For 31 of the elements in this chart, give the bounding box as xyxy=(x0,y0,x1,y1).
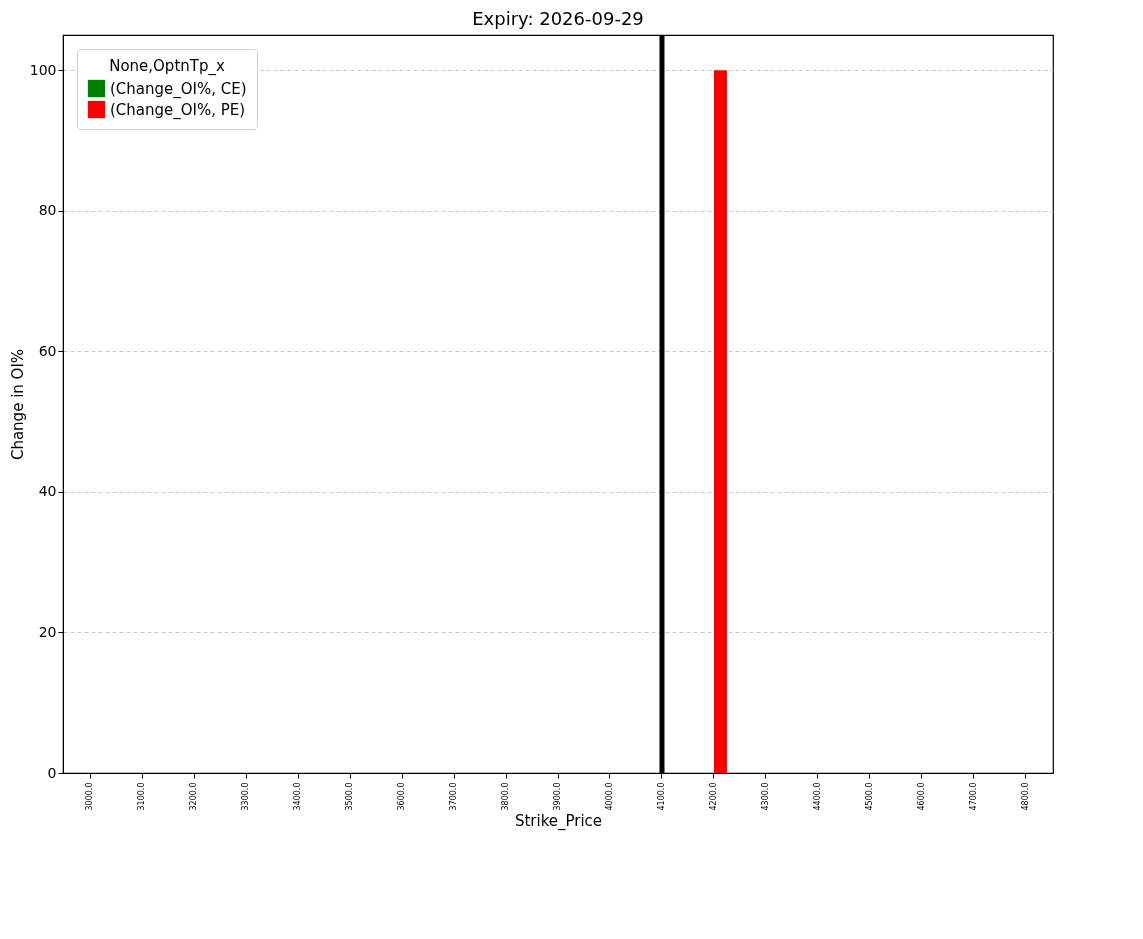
x-tick-label: 3700.0 xyxy=(449,782,459,811)
x-tick-label: 4100.0 xyxy=(656,782,666,811)
legend-title: None,OptnTp_x xyxy=(109,57,225,76)
chart-title: Expiry: 2026-09-29 xyxy=(472,7,644,29)
x-tick-label: 4500.0 xyxy=(864,782,874,811)
y-tick-label: 100 xyxy=(29,61,57,78)
x-tick-label: 4300.0 xyxy=(760,782,770,811)
y-tick-label: 20 xyxy=(38,623,57,640)
x-tick-label: 4400.0 xyxy=(812,782,822,811)
x-tick-label: 4800.0 xyxy=(1020,782,1030,811)
x-axis-title: Strike_Price xyxy=(514,812,603,832)
x-tick-label: 3900.0 xyxy=(553,782,562,811)
x-tick-label: 3200.0 xyxy=(189,782,199,811)
legend-label: (Change_OI%, CE) xyxy=(110,79,247,99)
y-axis-title: Change in OI% xyxy=(8,348,27,461)
y-tick-label: 40 xyxy=(38,483,57,500)
legend-label: (Change_OI%, PE) xyxy=(110,100,246,120)
x-tick-label: 4600.0 xyxy=(916,782,926,811)
y-tick-label: 80 xyxy=(38,202,57,219)
y-tick-label: 60 xyxy=(38,342,57,359)
x-tick-label: 3400.0 xyxy=(293,782,303,811)
x-tick-label: 4700.0 xyxy=(968,782,978,811)
y-tick-label: 0 xyxy=(47,764,57,781)
x-tick-label: 3000.0 xyxy=(85,782,95,811)
x-tick-label: 3300.0 xyxy=(241,782,251,811)
x-tick-label: 4000.0 xyxy=(605,782,614,811)
x-tick-label: 3100.0 xyxy=(137,782,147,811)
x-tick-label: 4200.0 xyxy=(708,782,718,811)
x-tick-label: 3500.0 xyxy=(345,782,355,811)
x-tick-label: 3600.0 xyxy=(397,782,407,811)
x-tick-label: 3800.0 xyxy=(501,782,510,811)
